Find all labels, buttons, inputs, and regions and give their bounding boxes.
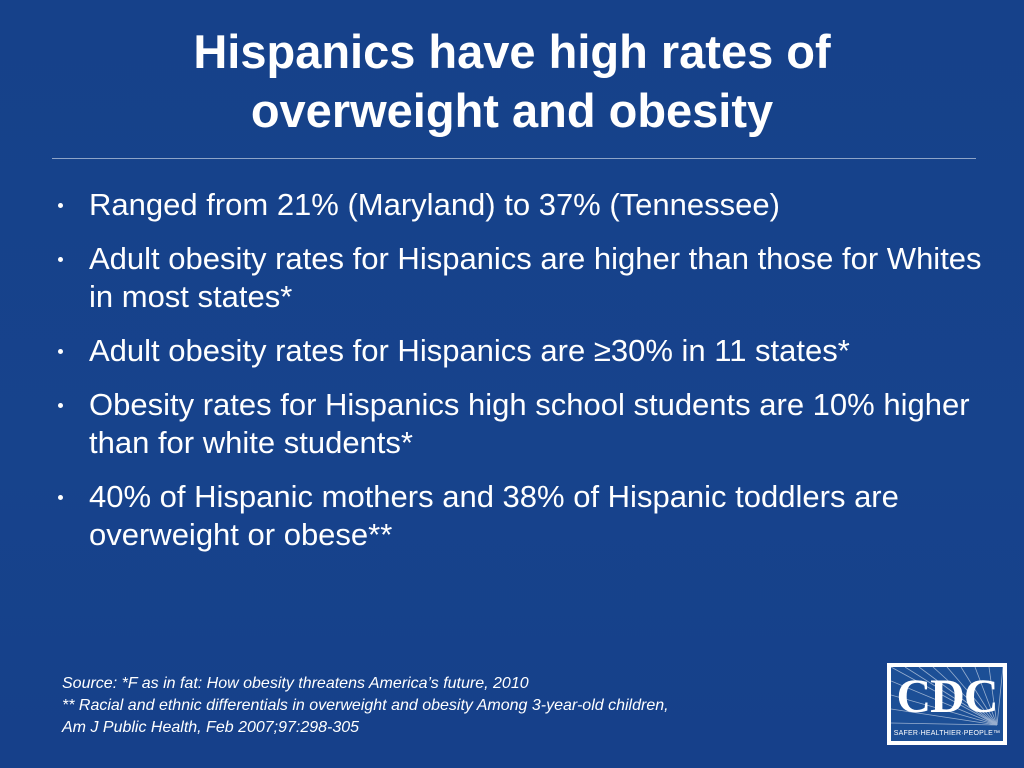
bullet-dot-icon	[58, 403, 63, 408]
cdc-logo-tagline: SAFER·HEALTHIER·PEOPLE™	[893, 730, 1001, 737]
bullet-item-1: Ranged from 21% (Maryland) to 37% (Tenne…	[58, 186, 988, 224]
bullet-dot-icon	[58, 349, 63, 354]
cdc-logo-icon: CDC SAFER·HEALTHIER·PEOPLE™	[887, 663, 1007, 745]
bullet-item-4: Obesity rates for Hispanics high school …	[58, 386, 988, 462]
bullet-dot-icon	[58, 495, 63, 500]
slide-title: Hispanics have high rates of overweight …	[0, 22, 1024, 140]
bullet-item-5: 40% of Hispanic mothers and 38% of Hispa…	[58, 478, 988, 554]
cdc-logo-panel: CDC SAFER·HEALTHIER·PEOPLE™	[891, 667, 1003, 741]
slide-title-line-1: Hispanics have high rates of	[193, 25, 831, 78]
bullet-text: Adult obesity rates for Hispanics are ≥3…	[89, 333, 850, 368]
bullet-text: Obesity rates for Hispanics high school …	[89, 387, 970, 460]
bullet-list: Ranged from 21% (Maryland) to 37% (Tenne…	[58, 186, 988, 570]
sunburst-icon	[891, 667, 1003, 726]
bullet-dot-icon	[58, 203, 63, 208]
cdc-logo-letters: CDC	[896, 670, 999, 723]
source-line-1: Source: *F as in fat: How obesity threat…	[62, 675, 529, 692]
bullet-text: Ranged from 21% (Maryland) to 37% (Tenne…	[89, 187, 780, 222]
bullet-item-2: Adult obesity rates for Hispanics are hi…	[58, 240, 988, 316]
bullet-text: Adult obesity rates for Hispanics are hi…	[89, 241, 982, 314]
source-citation: Source: *F as in fat: How obesity threat…	[62, 673, 862, 739]
source-line-3: Am J Public Health, Feb 2007;97:298-305	[62, 719, 360, 736]
source-line-2: ** Racial and ethnic differentials in ov…	[62, 697, 669, 714]
title-divider	[52, 158, 976, 159]
bullet-text: 40% of Hispanic mothers and 38% of Hispa…	[89, 479, 899, 552]
bullet-item-3: Adult obesity rates for Hispanics are ≥3…	[58, 332, 988, 370]
slide-title-line-2: overweight and obesity	[250, 84, 774, 137]
bullet-dot-icon	[58, 257, 63, 262]
